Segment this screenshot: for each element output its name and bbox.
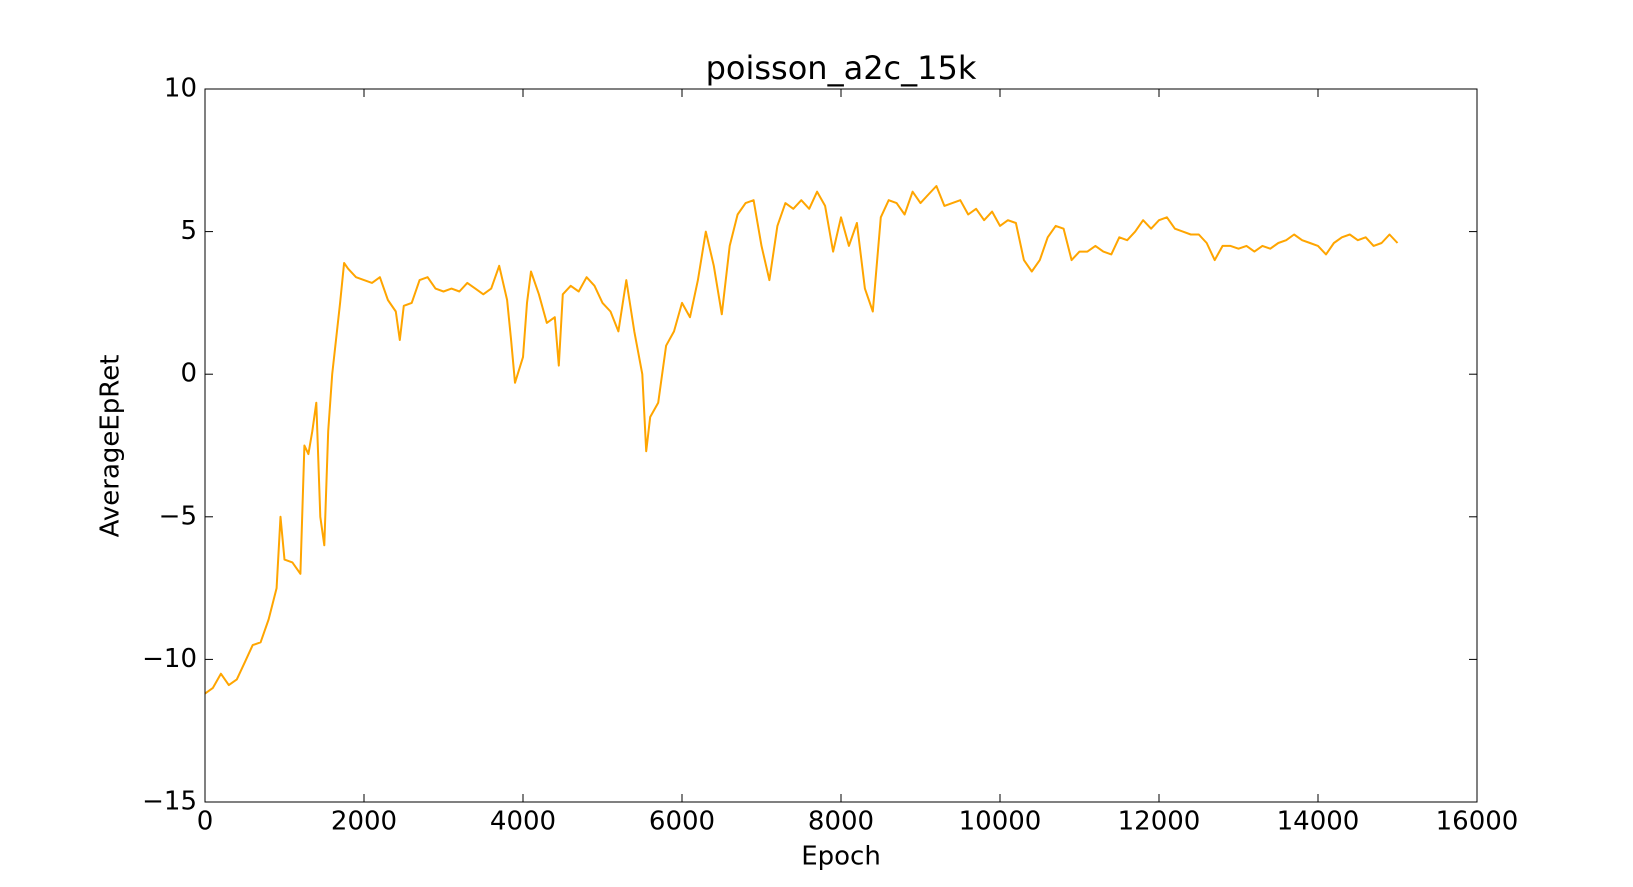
x-tick-label: 12000 (1118, 807, 1201, 837)
x-tick-label: 16000 (1436, 807, 1519, 837)
x-tick-label: 6000 (649, 807, 715, 837)
x-axis-label: Epoch (801, 842, 881, 872)
data-line (204, 185, 1399, 695)
y-tick-label: −5 (159, 501, 197, 531)
x-tick-label: 4000 (490, 807, 556, 837)
y-tick-label: −15 (142, 787, 197, 817)
x-tick-label: 10000 (959, 807, 1042, 837)
y-tick-label: −10 (142, 644, 197, 674)
y-tick-label: 0 (180, 359, 197, 389)
y-tick-label: 10 (164, 74, 197, 104)
y-axis-label: AverageEpRet (96, 355, 126, 538)
x-tick-label: 0 (197, 807, 214, 837)
x-tick-label: 2000 (331, 807, 397, 837)
x-tick-label: 8000 (808, 807, 874, 837)
x-tick-label: 14000 (1277, 807, 1360, 837)
y-tick-label: 5 (180, 216, 197, 246)
plot-frame (204, 88, 1478, 803)
chart-title: poisson_a2c_15k (706, 49, 977, 87)
